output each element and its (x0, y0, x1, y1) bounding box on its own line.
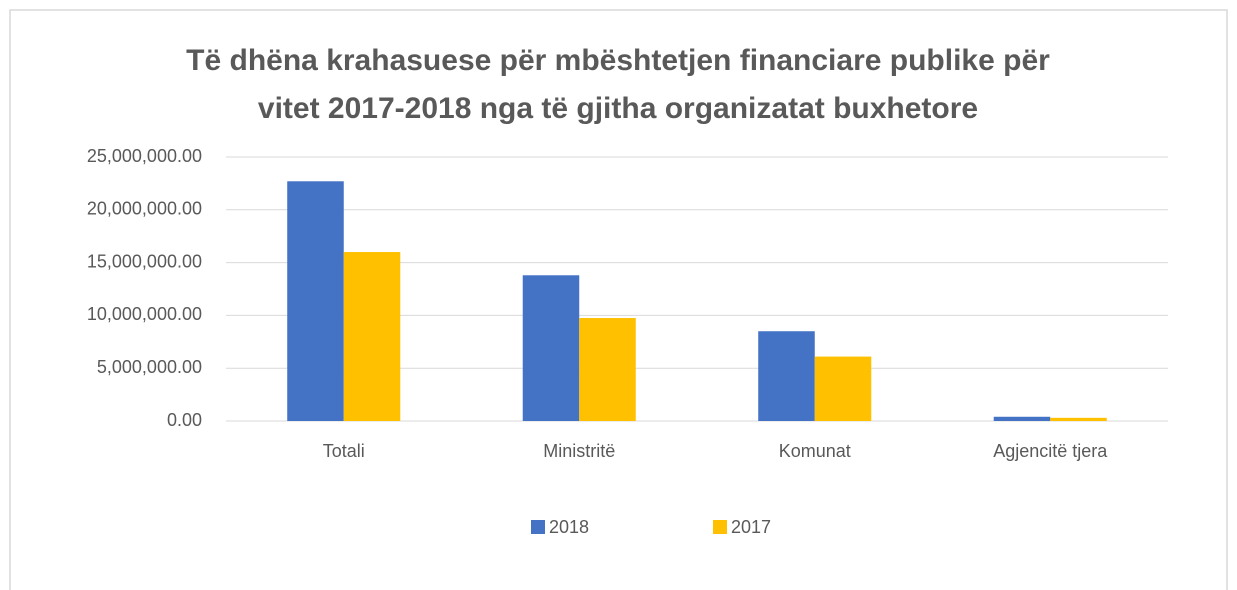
y-tick-label: 25,000,000.00 (87, 146, 202, 166)
legend-swatch (713, 520, 727, 534)
x-tick-label: Totali (323, 441, 365, 461)
bar (758, 331, 815, 421)
y-tick-label: 20,000,000.00 (87, 199, 202, 219)
legend-label: 2018 (549, 517, 589, 537)
legend-label: 2017 (731, 517, 771, 537)
bar (1050, 417, 1107, 421)
y-tick-label: 15,000,000.00 (87, 251, 202, 271)
y-tick-label: 0.00 (167, 410, 202, 430)
bar (993, 416, 1051, 421)
bar (814, 356, 872, 421)
x-tick-label: Komunat (779, 441, 851, 461)
bar (287, 181, 344, 421)
x-tick-label: Agjencitë tjera (993, 441, 1108, 461)
y-tick-label: 10,000,000.00 (87, 304, 202, 324)
chart-border (9, 9, 1228, 590)
y-tick-label: 5,000,000.00 (97, 357, 202, 377)
chart-title: Të dhëna krahasuese për mbështetjen fina… (186, 44, 1050, 77)
bar (522, 275, 580, 421)
chart-title: vitet 2017-2018 nga të gjitha organizata… (258, 92, 978, 125)
x-tick-label: Ministritë (543, 441, 615, 461)
bar (579, 318, 636, 421)
legend-swatch (531, 520, 545, 534)
bar (343, 252, 401, 421)
